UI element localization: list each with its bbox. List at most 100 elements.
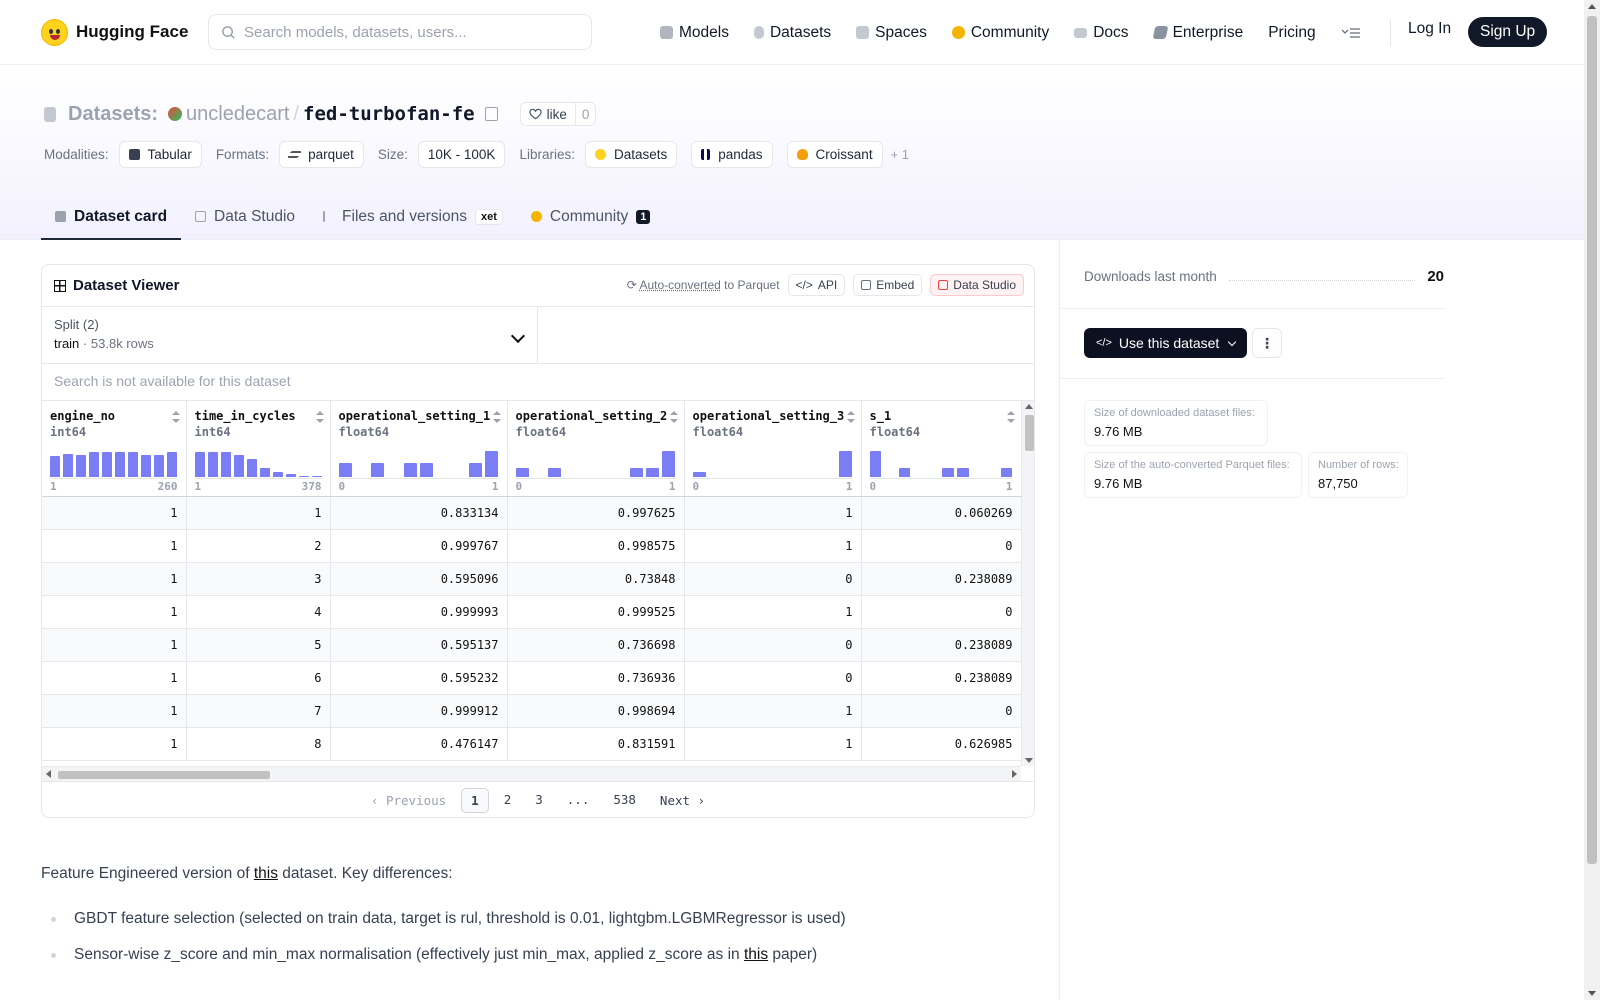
table-row[interactable]: 1 4 0.999993 0.999525 1 0	[42, 595, 1021, 629]
column-header[interactable]: operational_setting_1 float64 0 1	[330, 401, 508, 497]
nav-more-menu[interactable]	[1341, 27, 1361, 39]
histogram-bar[interactable]	[298, 475, 309, 477]
nav-community[interactable]: Community	[951, 24, 1049, 42]
api-button[interactable]: </> API	[787, 274, 846, 296]
table-cell[interactable]: 5	[186, 628, 331, 662]
nav-enterprise[interactable]: Enterprise	[1152, 24, 1243, 42]
split-selector[interactable]: Split (2) train · 53.8k rows	[42, 307, 538, 364]
sort-icon[interactable]	[846, 411, 855, 423]
histogram-bar[interactable]	[102, 452, 113, 477]
table-cell[interactable]: 6	[186, 661, 331, 695]
data-studio-button[interactable]: Data Studio	[930, 274, 1024, 296]
page-button[interactable]: 2	[503, 791, 512, 807]
histogram-bar[interactable]	[285, 474, 296, 477]
copy-icon[interactable]	[484, 107, 498, 121]
histogram-bar[interactable]	[259, 467, 270, 477]
table-cell[interactable]: 1	[42, 661, 187, 695]
histogram-bar[interactable]	[207, 452, 218, 477]
table-cell[interactable]: 0.238089	[861, 628, 1021, 662]
paper-link[interactable]: this	[743, 945, 769, 963]
repo-owner-link[interactable]: uncledecart	[186, 102, 290, 125]
table-horizontal-scrollbar[interactable]	[42, 766, 1021, 781]
table-row[interactable]: 1 8 0.476147 0.831591 1 0.626985	[42, 727, 1021, 761]
login-link[interactable]: Log In	[1408, 20, 1452, 37]
nav-spaces[interactable]: Spaces	[856, 24, 927, 42]
brand-logo[interactable]: Hugging Face	[41, 18, 188, 46]
histogram-bar[interactable]	[63, 453, 74, 477]
next-page-button[interactable]: Next ›	[659, 792, 706, 808]
histogram-bar[interactable]	[141, 454, 152, 477]
table-cell[interactable]: 0.998575	[507, 529, 685, 563]
table-cell[interactable]: 0	[861, 694, 1021, 728]
table-row[interactable]: 1 5 0.595137 0.736698 0 0.238089	[42, 628, 1021, 662]
table-cell[interactable]: 1	[684, 529, 862, 563]
histogram-bar[interactable]	[371, 462, 385, 477]
tab-community[interactable]: Community 1	[517, 195, 665, 240]
use-this-dataset-button[interactable]: </> Use this dataset	[1084, 328, 1248, 358]
signup-button[interactable]: Sign Up	[1468, 17, 1548, 47]
page-button[interactable]: 3	[535, 791, 543, 807]
column-histogram[interactable]	[515, 451, 676, 477]
table-cell[interactable]: 0.999767	[330, 529, 508, 563]
histogram-bar[interactable]	[76, 454, 87, 477]
tab-files-and-versions[interactable]: Files and versions xet	[309, 195, 517, 240]
table-cell[interactable]: 0.999912	[330, 694, 508, 728]
table-cell[interactable]: 1	[684, 694, 862, 728]
table-cell[interactable]: 0	[684, 661, 862, 695]
table-cell[interactable]: 0.997625	[507, 496, 685, 530]
table-cell[interactable]: 1	[684, 727, 862, 761]
global-search[interactable]	[208, 14, 592, 50]
table-cell[interactable]: 0.999993	[330, 595, 508, 629]
table-cell[interactable]: 1	[684, 595, 862, 629]
source-dataset-link[interactable]: this	[253, 865, 278, 882]
sort-icon[interactable]	[492, 411, 501, 423]
table-cell[interactable]: 0.831591	[507, 727, 685, 761]
tab-data-studio[interactable]: Data Studio	[181, 195, 309, 240]
histogram-bar[interactable]	[645, 467, 660, 477]
table-cell[interactable]: 1	[42, 595, 187, 629]
histogram-bar[interactable]	[403, 462, 417, 477]
histogram-bar[interactable]	[50, 456, 61, 477]
table-cell[interactable]: 7	[186, 694, 331, 728]
tag-size[interactable]: 10K - 100K	[417, 141, 506, 168]
histogram-bar[interactable]	[128, 452, 139, 477]
table-row[interactable]: 1 7 0.999912 0.998694 1 0	[42, 694, 1021, 728]
table-row[interactable]: 1 3 0.595096 0.73848 0 0.238089	[42, 562, 1021, 596]
table-cell[interactable]: 0.626985	[861, 727, 1021, 761]
embed-button[interactable]: Embed	[853, 274, 923, 296]
table-cell[interactable]: 1	[42, 727, 187, 761]
table-cell[interactable]: 4	[186, 595, 331, 629]
table-row[interactable]: 1 2 0.999767 0.998575 1 0	[42, 529, 1021, 563]
table-cell[interactable]: 0.736698	[507, 628, 685, 662]
histogram-bar[interactable]	[233, 454, 244, 477]
table-cell[interactable]: 0	[861, 529, 1021, 563]
tag-pandas[interactable]: pandas	[691, 141, 773, 168]
more-tags-link[interactable]: + 1	[890, 147, 910, 162]
table-cell[interactable]: 0.998694	[507, 694, 685, 728]
tag-datasets-library[interactable]: Datasets	[584, 141, 678, 168]
column-histogram[interactable]	[194, 451, 322, 477]
table-cell[interactable]: 0.238089	[861, 661, 1021, 695]
previous-page-button[interactable]: ‹ Previous	[370, 792, 447, 808]
table-cell[interactable]: 0.595096	[330, 562, 508, 596]
nav-models[interactable]: Models	[660, 24, 729, 42]
histogram-bar[interactable]	[419, 462, 434, 477]
repo-kind-link[interactable]: Datasets:	[68, 102, 159, 125]
histogram-bar[interactable]	[898, 467, 911, 477]
table-cell[interactable]: 0	[684, 628, 862, 662]
sort-icon[interactable]	[669, 411, 678, 423]
more-options-button[interactable]: ⋮	[1252, 328, 1282, 358]
sort-icon[interactable]	[1006, 411, 1015, 423]
histogram-bar[interactable]	[692, 472, 706, 477]
table-cell[interactable]: 0.238089	[861, 562, 1021, 596]
histogram-bar[interactable]	[115, 452, 126, 477]
nav-pricing[interactable]: Pricing	[1268, 23, 1316, 41]
table-cell[interactable]: 0.595137	[330, 628, 508, 662]
search-input[interactable]	[244, 23, 564, 41]
table-cell[interactable]: 0.060269	[861, 496, 1021, 530]
histogram-bar[interactable]	[839, 451, 853, 477]
table-cell[interactable]: 0	[684, 562, 862, 596]
histogram-bar[interactable]	[220, 452, 231, 477]
histogram-bar[interactable]	[468, 462, 483, 477]
column-histogram[interactable]	[692, 451, 853, 477]
